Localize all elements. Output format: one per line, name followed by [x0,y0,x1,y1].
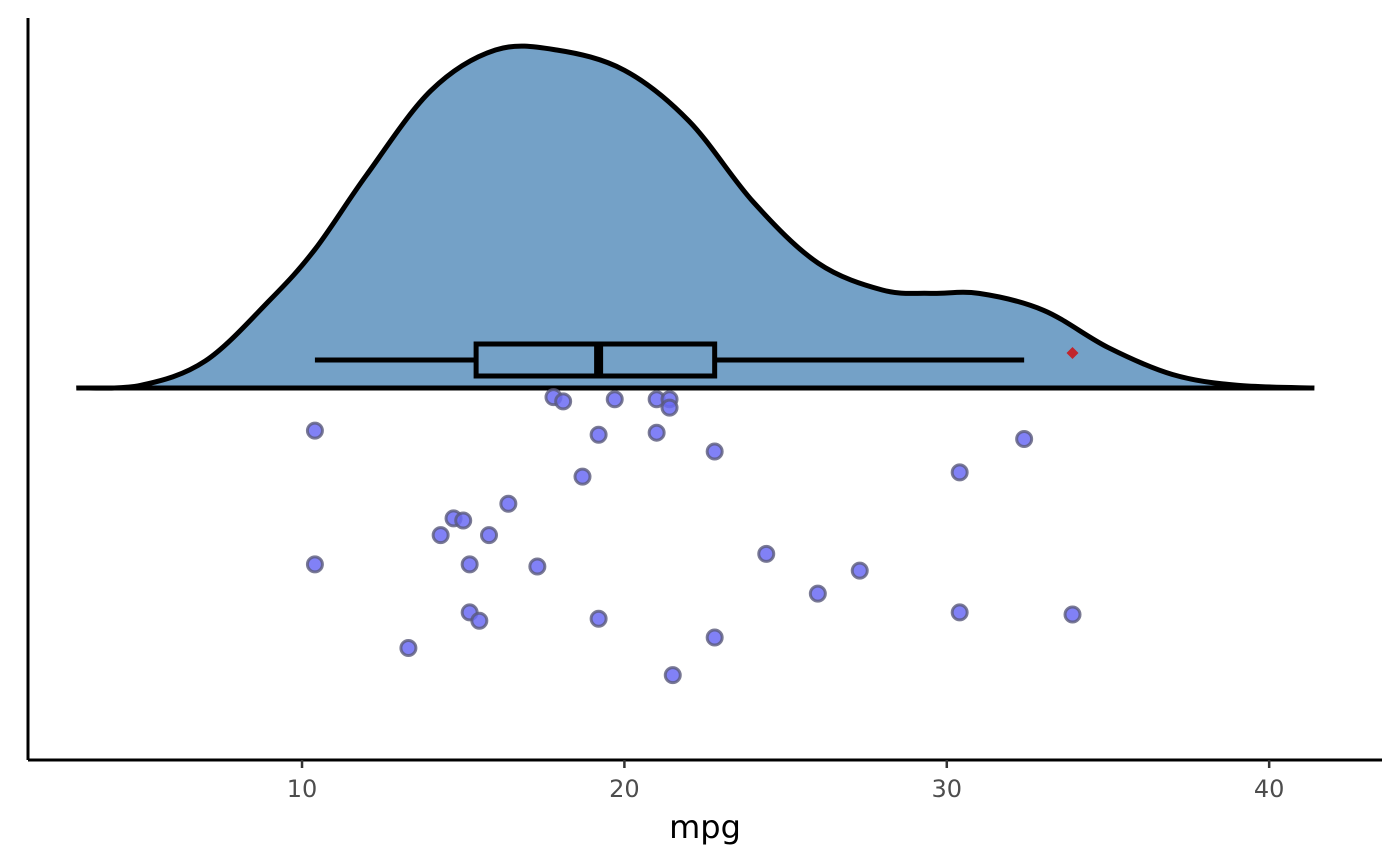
data-point [470,611,489,630]
density-outline [76,43,1315,391]
data-point [480,526,499,545]
boxplot-outlier [1066,347,1079,359]
x-tick-label: 20 [609,775,640,803]
data-point [647,423,666,442]
data-point [589,425,608,444]
density-fill [76,46,1315,389]
data-point [499,494,518,513]
data-point [305,421,324,440]
x-tick-label: 40 [1254,775,1285,803]
axes-layer [26,18,1382,762]
x-tick-label: 10 [287,775,318,803]
data-point [1015,429,1034,448]
points-layer [305,388,1082,685]
data-point [605,390,624,409]
x-axis-title: mpg [669,808,741,846]
data-point [850,561,869,580]
data-point [1063,605,1082,624]
data-point [950,463,969,482]
data-point [528,557,547,576]
data-point [305,555,324,574]
data-point [454,511,473,530]
data-point [399,638,418,657]
data-point [660,398,679,417]
density-layer [76,43,1315,391]
data-point [573,467,592,486]
data-point [705,628,724,647]
data-point [757,544,776,563]
data-point [431,526,450,545]
x-ticks: 10 20 30 40 [287,760,1285,803]
data-point [554,392,573,411]
data-point [460,555,479,574]
data-point [705,442,724,461]
data-point [808,584,827,603]
boxplot-layer [314,341,1079,379]
data-point [589,609,608,628]
x-tick-label: 30 [932,775,963,803]
data-point [950,603,969,622]
data-point [663,666,682,685]
